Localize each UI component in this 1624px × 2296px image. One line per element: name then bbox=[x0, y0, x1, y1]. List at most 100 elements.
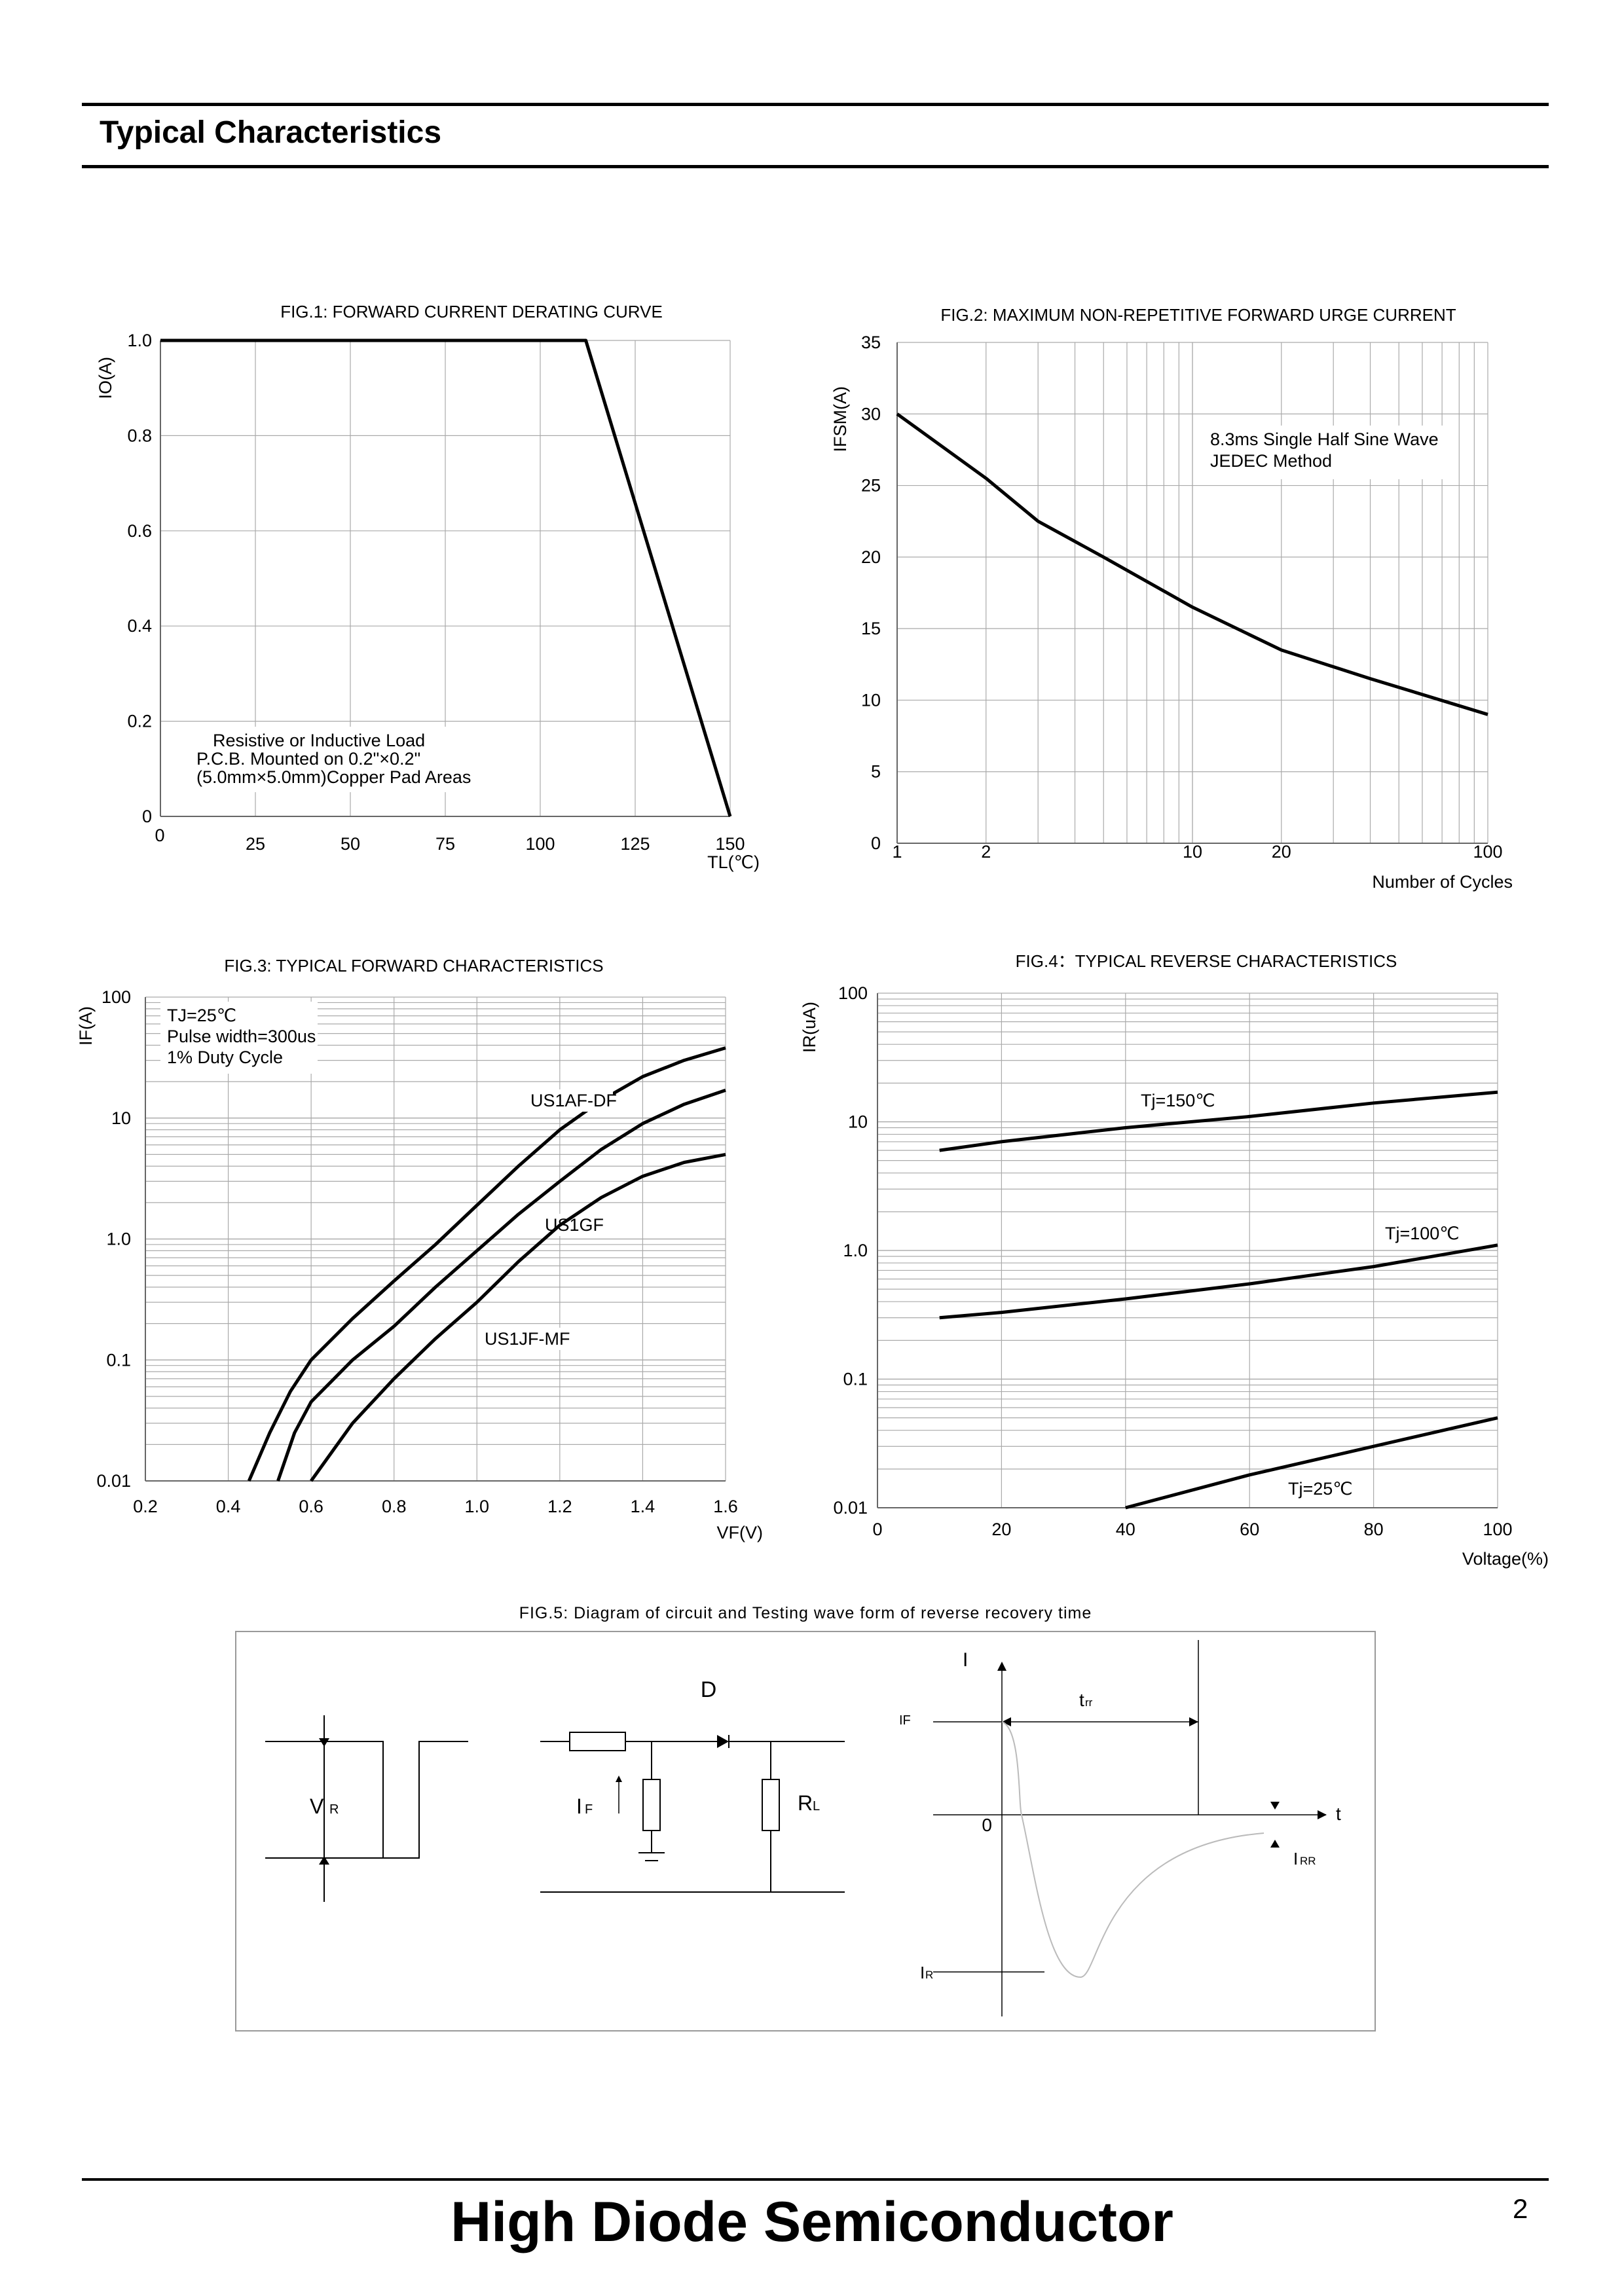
series-line-2 bbox=[276, 1088, 726, 1482]
x-tick-label: 0.6 bbox=[299, 1497, 323, 1516]
vr-label: V bbox=[310, 1795, 324, 1818]
y-tick-label: 100 bbox=[838, 983, 868, 1003]
annotation-text: 8.3ms Single Half Sine Wave bbox=[1210, 429, 1439, 449]
y-tick-label: 1.0 bbox=[843, 1241, 868, 1260]
y-tick-label: 0.4 bbox=[127, 616, 152, 636]
series-label: Tj=100℃ bbox=[1385, 1224, 1460, 1243]
y-axis-label: IF(A) bbox=[76, 1006, 96, 1046]
x-tick-label: 40 bbox=[1116, 1520, 1135, 1539]
y-tick-label: 1.0 bbox=[127, 331, 152, 350]
header-rule-top bbox=[82, 103, 1549, 106]
series-line-1 bbox=[896, 412, 1488, 716]
grid-fig3 bbox=[145, 996, 726, 1482]
chart-fig4: FIG.4：TYPICAL REVERSE CHARACTERISTICS IR(… bbox=[800, 951, 1549, 1569]
y-tick-label: 100 bbox=[101, 987, 131, 1007]
fig5-diagram: FIG.5: Diagram of circuit and Testing wa… bbox=[235, 1604, 1376, 2032]
x-tick-label: 0.8 bbox=[382, 1497, 407, 1516]
if-source bbox=[642, 1779, 661, 1831]
annotation-bg bbox=[1202, 426, 1444, 479]
origin-label: 0 bbox=[982, 1815, 992, 1835]
series-label-bg bbox=[1137, 1089, 1213, 1112]
fig5-frame bbox=[235, 1631, 1376, 2032]
y-tick-label: 0 bbox=[871, 833, 881, 853]
x-tick-label: 100 bbox=[525, 834, 555, 854]
t-axis-arrow-icon bbox=[1318, 1810, 1327, 1819]
vr-arrow-down-icon bbox=[319, 1738, 329, 1747]
annotation-text: TJ=25℃ bbox=[167, 1006, 236, 1025]
x-tick-label: 1.4 bbox=[631, 1497, 655, 1516]
y-tick-label: 1.0 bbox=[106, 1230, 131, 1249]
irr-label: I bbox=[1293, 1849, 1298, 1868]
load-resistor bbox=[762, 1779, 780, 1831]
ir-label-sub: R bbox=[925, 1969, 933, 1981]
y-tick-label: 10 bbox=[848, 1112, 868, 1132]
y-tick-label: 15 bbox=[861, 619, 881, 638]
rl-label: R bbox=[798, 1791, 813, 1815]
y-tick-label: 35 bbox=[861, 333, 881, 352]
if-level-label: IF bbox=[899, 1713, 911, 1728]
irr-arrow-up-icon bbox=[1270, 1840, 1280, 1848]
chart-title: FIG.4：TYPICAL REVERSE CHARACTERISTICS bbox=[1016, 951, 1397, 971]
series-resistor bbox=[569, 1732, 626, 1751]
x-tick-label: 0.2 bbox=[133, 1497, 158, 1516]
annotation-bg bbox=[160, 1002, 318, 1074]
x-tick-label: 60 bbox=[1240, 1520, 1259, 1539]
irr-arrow-down-icon bbox=[1270, 1802, 1280, 1810]
y-tick-label: 0.1 bbox=[106, 1350, 131, 1370]
series-line-3 bbox=[310, 1152, 726, 1482]
t-axis-label: t bbox=[1336, 1804, 1341, 1824]
trr-label-sub: rr bbox=[1085, 1696, 1093, 1709]
fig5-title: FIG.5: Diagram of circuit and Testing wa… bbox=[519, 1604, 1092, 1622]
y-tick-label: 25 bbox=[861, 476, 881, 496]
series-label-bg bbox=[1381, 1222, 1458, 1245]
x-tick-label: 10 bbox=[1183, 842, 1202, 862]
section-title: Typical Characteristics bbox=[100, 115, 442, 150]
annotation-text: (5.0mm×5.0mm)Copper Pad Areas bbox=[196, 767, 471, 787]
y-tick-label: 0.01 bbox=[833, 1498, 868, 1518]
vr-arrow-up-icon bbox=[319, 1856, 329, 1865]
series-label-bg bbox=[526, 1089, 613, 1112]
y-tick-label: 0.2 bbox=[127, 712, 152, 731]
x-tick-label: 1.6 bbox=[713, 1497, 738, 1516]
series-line-2 bbox=[939, 1243, 1498, 1320]
x-tick-label: 50 bbox=[341, 834, 360, 854]
footer-rule bbox=[82, 2178, 1549, 2181]
x-tick-label: 0 bbox=[155, 826, 164, 845]
annotation-text: Resistive or Inductive Load bbox=[213, 731, 425, 750]
y-tick-label: 0.8 bbox=[127, 426, 152, 445]
x-tick-label: 100 bbox=[1473, 842, 1502, 862]
y-tick-label: 10 bbox=[861, 690, 881, 710]
charts-canvas: FIG.1: FORWARD CURRENT DERATING CURVE IO(… bbox=[76, 302, 1549, 2032]
x-axis-label: Voltage(%) bbox=[1462, 1549, 1549, 1569]
annotation-text: P.C.B. Mounted on 0.2"×0.2" bbox=[196, 749, 420, 769]
series-label-bg bbox=[481, 1328, 567, 1350]
x-tick-label: 1.2 bbox=[547, 1497, 572, 1516]
y-tick-label: 0.01 bbox=[96, 1471, 131, 1491]
x-tick-label: 75 bbox=[435, 834, 455, 854]
x-tick-label: 25 bbox=[246, 834, 265, 854]
chart-title: FIG.2: MAXIMUM NON-REPETITIVE FORWARD UR… bbox=[940, 305, 1456, 325]
trr-label: t bbox=[1079, 1690, 1084, 1710]
i-axis-arrow-icon bbox=[997, 1662, 1006, 1671]
series-line-3 bbox=[1125, 1416, 1498, 1510]
x-tick-label: 125 bbox=[620, 834, 650, 854]
series-label: Tj=150℃ bbox=[1141, 1091, 1215, 1110]
y-axis-label: IFSM(A) bbox=[830, 386, 850, 452]
ir-label: I bbox=[920, 1963, 925, 1982]
y-tick-label: 0.6 bbox=[127, 521, 152, 541]
x-tick-label: 2 bbox=[981, 842, 991, 862]
company-name: High Diode Semiconductor bbox=[451, 2191, 1173, 2253]
y-tick-label: 20 bbox=[861, 547, 881, 567]
series-label: US1JF-MF bbox=[485, 1329, 570, 1349]
x-tick-label: 150 bbox=[715, 834, 745, 854]
x-tick-label: 20 bbox=[1272, 842, 1291, 862]
rl-label-sub: L bbox=[813, 1799, 820, 1813]
if-label-sub: F bbox=[585, 1802, 593, 1817]
y-tick-label: 30 bbox=[861, 404, 881, 424]
diode-icon bbox=[717, 1735, 729, 1748]
y-axis-label: IO(A) bbox=[96, 357, 115, 399]
chart-title: FIG.1: FORWARD CURRENT DERATING CURVE bbox=[280, 302, 663, 321]
x-tick-label: 100 bbox=[1483, 1520, 1512, 1539]
x-tick-label: 1.0 bbox=[465, 1497, 490, 1516]
y-axis-label: IR(uA) bbox=[800, 1002, 819, 1053]
